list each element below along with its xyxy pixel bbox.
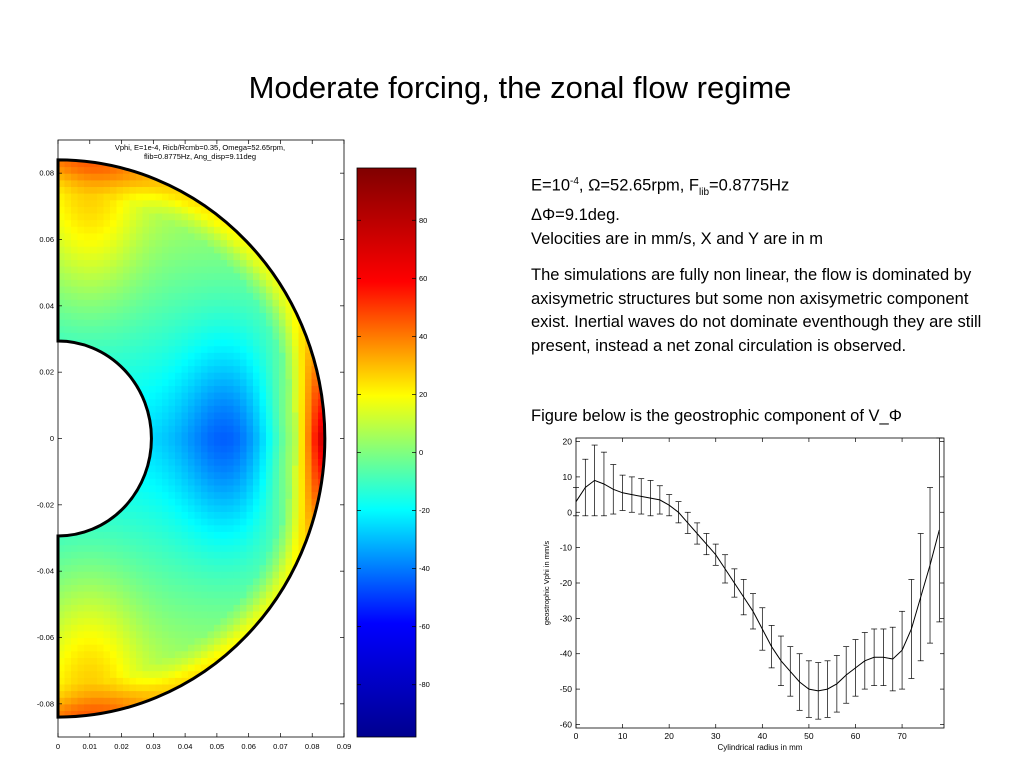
heatmap-y-tick-label: 0.08 [39,169,54,178]
heatmap-y-tick-label: 0.04 [39,301,54,310]
heatmap-y-tick-label: -0.02 [37,500,54,509]
geostrophic-vphi-chart: 0 10 20 30 40 50 60 70 20 10 0 -10 -20 -30 -40 -50 -60 Cy… [542,437,945,752]
colorbar-tick-label: 80 [419,216,427,225]
line-x-tick-label: 70 [897,731,907,741]
heatmap-x-tick-label: 0.03 [146,742,161,751]
vphi-series-line [575,479,940,692]
heatmap-y-tick-label: -0.06 [37,633,54,642]
parameters-block: E=10-4, Ω=52.65rpm, Flib=0.8775Hz ΔΦ=9.1… [531,170,1001,251]
line-y-tick-label: -50 [560,684,573,694]
line-y-tick-label: -60 [560,719,573,729]
line-y-tick-label: 10 [563,472,573,482]
parameters-line-1: E=10-4, Ω=52.65rpm, Flib=0.8775Hz [531,176,790,198]
heatmap-x-tick-label: 0.09 [337,742,352,751]
heatmap-x-tick-label: 0.05 [210,742,225,751]
heatmap-y-tick-label: -0.08 [37,699,54,708]
parameters-line-3: Velocities are in mm/s, X and Y are in m [531,229,823,248]
colorbar [356,167,417,738]
heatmap-y-tick-label: 0.06 [39,235,54,244]
line-x-tick-label: 10 [618,731,628,741]
heatmap-y-tick-label: 0.02 [39,368,54,377]
annulus-boundary [56,158,327,719]
colorbar-tick-label: 60 [419,274,427,283]
heatmap-y-tick-label: -0.04 [37,567,54,576]
colorbar-tick-label: -60 [419,622,430,631]
line-y-tick-label: 20 [563,437,573,447]
line-x-tick-label: 0 [574,731,579,741]
heatmap-title-line-1: Vphi, E=1e-4, Ricb/Rcmb=0.35, Omega=52.6… [115,143,285,152]
line-x-tick-label: 30 [711,731,721,741]
line-x-axis-label: Cylindrical radius in mm [718,743,803,752]
error-bar [936,437,943,623]
line-x-tick-label: 50 [804,731,814,741]
heatmap-x-tick-label: 0 [56,742,60,751]
line-x-tick-label: 40 [758,731,768,741]
colorbar-tick-label: -20 [419,506,430,515]
line-y-tick-label: 0 [567,507,572,517]
colorbar-tick-label: 0 [419,448,423,457]
line-x-tick-label: 20 [664,731,674,741]
colorbar-tick-label: -40 [419,564,430,573]
slide-title: Moderate forcing, the zonal flow regime [248,70,792,105]
heatmap-x-tick-label: 0.07 [273,742,288,751]
heatmap-x-tick-label: 0.04 [178,742,193,751]
colorbar-tick-label: 40 [419,332,427,341]
heatmap-title-line-2: flib=0.8775Hz, Ang_disp=9.11deg [144,152,256,161]
line-y-tick-label: -40 [560,649,573,659]
heatmap-x-tick-label: 0.06 [241,742,256,751]
line-y-tick-label: -10 [560,543,573,553]
line-y-tick-label: -30 [560,613,573,623]
colorbar-tick-label: -80 [419,680,430,689]
line-y-tick-label: -20 [560,578,573,588]
line-x-tick-label: 60 [851,731,861,741]
heatmap-x-tick-label: 0.01 [82,742,97,751]
heatmap-x-tick-label: 0.02 [114,742,129,751]
heatmap-x-tick-label: 0.08 [305,742,320,751]
heatmap-y-tick-label: 0 [50,434,54,443]
description-paragraph: The simulations are fully non linear, th… [531,266,982,355]
vphi-contour-figure: Vphi, E=1e-4, Ricb/Rcmb=0.35, Omega=52.6… [37,139,430,751]
colorbar-tick-label: 20 [419,390,427,399]
line-y-axis-label: geostrophic Vphi in mm/s [542,541,551,625]
parameters-line-2: ΔΦ=9.1deg. [531,206,620,225]
line-chart-axes-box [575,437,945,729]
figure-caption: Figure below is the geostrophic componen… [531,407,902,425]
